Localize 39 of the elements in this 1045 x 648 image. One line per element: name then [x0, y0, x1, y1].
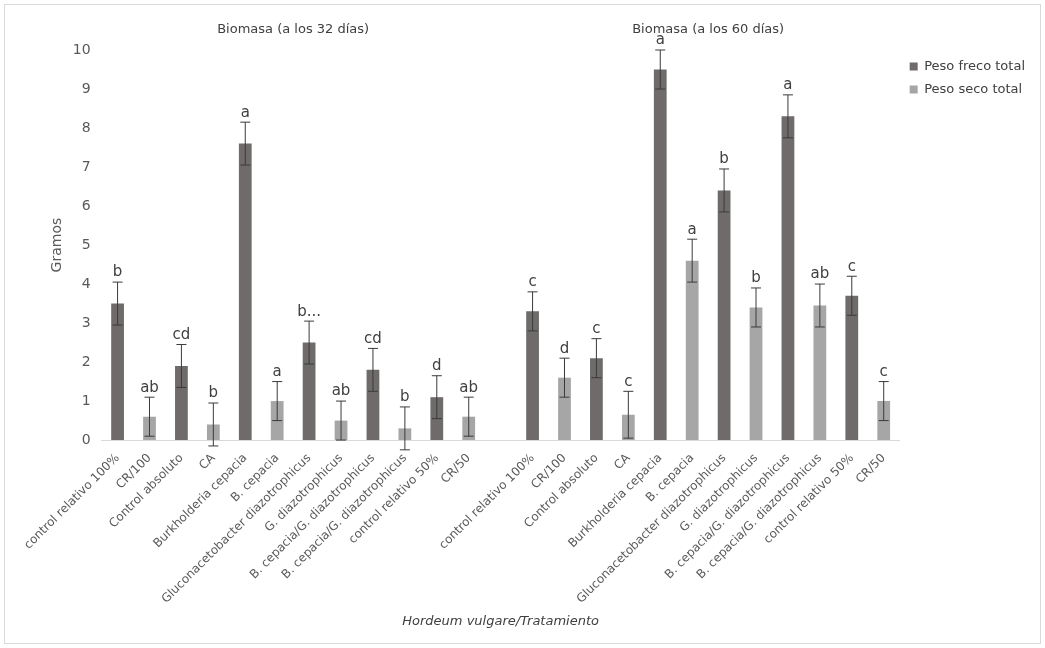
- data-label: a: [272, 361, 282, 380]
- data-label: b: [208, 383, 219, 402]
- data-label: d: [559, 338, 570, 357]
- data-label: ab: [140, 377, 159, 396]
- y-tick-label: 8: [81, 118, 91, 135]
- data-label: b: [112, 262, 123, 281]
- y-axis-title: Gramos: [48, 217, 65, 273]
- y-tick-label: 7: [81, 157, 91, 174]
- y-tick-label: 6: [81, 196, 91, 213]
- data-label: cd: [364, 328, 382, 347]
- y-tick-label: 2: [81, 352, 91, 369]
- data-label: c: [592, 319, 601, 338]
- y-tick-label: 9: [81, 79, 91, 96]
- data-label: b: [719, 149, 729, 168]
- y-tick-label: 1: [81, 391, 91, 408]
- data-label: a: [687, 219, 697, 238]
- x-axis-title: Hordeum vulgare/Tratamiento: [402, 612, 600, 628]
- y-tick-label: 4: [81, 274, 91, 291]
- data-label: c: [624, 371, 633, 390]
- data-label: c: [528, 272, 537, 291]
- y-tick-label: 5: [81, 235, 91, 252]
- data-label: b: [400, 387, 410, 406]
- text: Biomasa (a los 32 días): [217, 21, 370, 37]
- data-label: c: [847, 256, 856, 275]
- legend-label: Peso seco total: [924, 80, 1023, 96]
- data-label: ab: [459, 377, 479, 396]
- y-tick-label: 0: [81, 430, 91, 447]
- data-label: ab: [331, 381, 351, 400]
- legend-label: Peso freco total: [924, 57, 1025, 73]
- data-label: b: [751, 268, 761, 287]
- data-label: a: [783, 75, 793, 94]
- data-label: cd: [172, 324, 191, 343]
- y-tick-label: 3: [81, 313, 91, 330]
- data-label: a: [240, 102, 250, 121]
- data-label: d: [432, 356, 442, 375]
- data-label: ab: [810, 264, 830, 283]
- y-tick-label: 10: [72, 40, 91, 57]
- data-label: c: [879, 361, 888, 380]
- data-label: b...: [297, 301, 322, 320]
